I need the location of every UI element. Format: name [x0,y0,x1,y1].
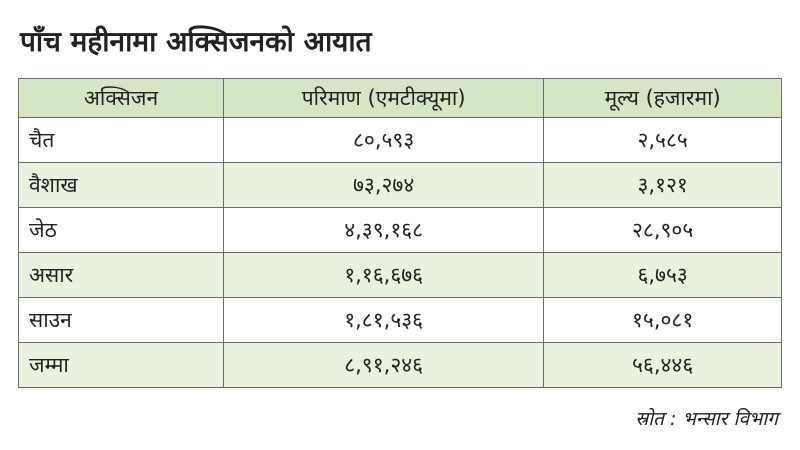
table-cell: असार [18,252,224,298]
column-header: परिमाण (एमटीक्यूमा) [222,78,545,118]
table-cell: ६,७५३ [543,252,782,298]
source: स्रोत : भन्सार विभाग [635,408,778,430]
table-row: जम्मा ८,९१,२४६ ५६,४४६ [18,342,782,388]
table-cell: ७३,२७४ [222,162,545,208]
table-cell: १५,०८१ [543,297,782,343]
table-cell: चैत [18,117,224,163]
table-cell: ५६,४४६ [543,342,782,388]
table-cell: वैशाख [18,162,224,208]
table-cell: ८,९१,२४६ [222,342,545,388]
table-cell: २८,९०५ [543,207,782,253]
table-cell: जम्मा [18,342,224,388]
table-row: चैत ८०,५९३ २,५८५ [18,117,782,163]
table-cell: १,८१,५३६ [222,297,545,343]
column-header: अक्सिजन [18,78,224,118]
table-cell: २,५८५ [543,117,782,163]
table-cell: जेठ [18,207,224,253]
table-cell: ८०,५९३ [222,117,545,163]
table-cell: १,१६,६७६ [222,252,545,298]
table-row: वैशाख ७३,२७४ ३,१२१ [18,162,782,208]
header-row: अक्सिजन परिमाण (एमटीक्यूमा) मूल्य (हजारमा) [18,78,782,118]
table-cell: ४,३९,१६८ [222,207,545,253]
table-row: असार १,१६,६७६ ६,७५३ [18,252,782,298]
table: अक्सिजन परिमाण (एमटीक्यूमा) मूल्य (हजारमा)… [18,78,782,388]
table-cell: ३,१२१ [543,162,782,208]
table-row: साउन १,८१,५३६ १५,०८१ [18,297,782,343]
table-row: जेठ ४,३९,१६८ २८,९०५ [18,207,782,253]
column-header: मूल्य (हजारमा) [543,78,782,118]
table-cell: साउन [18,297,224,343]
title: पाँच महीनामा अक्सिजनको आयात [20,25,372,58]
table-head: अक्सिजन परिमाण (एमटीक्यूमा) मूल्य (हजारमा) [18,78,782,118]
table-body: चैत ८०,५९३ २,५८५ वैशाख ७३,२७४ ३,१२१ जेठ ४,३९,१६… [18,117,782,388]
